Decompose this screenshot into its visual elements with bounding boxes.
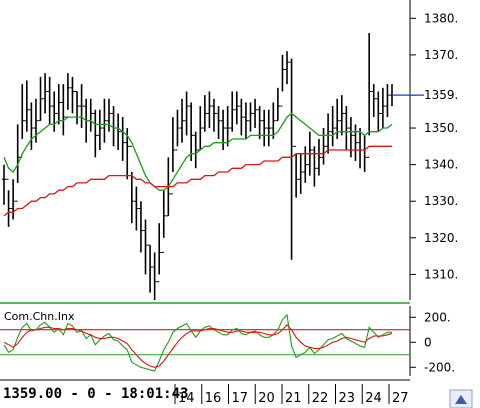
status-readout: 1359.00 - 0 - 18:01:43 [3, 386, 188, 402]
date-label: 27 [392, 391, 409, 406]
date-label: 17 [232, 391, 249, 406]
price-tick-label: 1320. [424, 231, 458, 245]
date-label: 21 [285, 391, 302, 406]
ma-slow-line [3, 145, 392, 217]
date-label: 23 [339, 391, 356, 406]
price-tick-label: 1310. [424, 267, 458, 281]
cci-signal-line [3, 323, 393, 368]
indicator-title: Com.Chn.Inx [4, 310, 75, 323]
price-tick-label: 1359. [424, 88, 458, 102]
indicator-tick-label: 200. [424, 310, 451, 324]
date-label: 24 [365, 391, 382, 406]
date-labels: 14 16 17 20 21 22 23 24 27 [174, 384, 409, 406]
indicator-tick-label: 0 [424, 335, 432, 349]
date-label: 16 [205, 391, 222, 406]
date-label: 22 [312, 391, 329, 406]
price-axis: 1310. 1320. 1330. 1340. 1350. 1359. 1370. 1380.… [410, 11, 458, 281]
indicator-panel: Com.Chn.Inx 200. 0 -200. [0, 306, 455, 376]
date-label: 14 [178, 391, 195, 406]
price-bars [1, 32, 395, 300]
scroll-button-icon[interactable] [449, 389, 473, 408]
price-tick-label: 1380. [424, 11, 458, 25]
price-tick-label: 1340. [424, 158, 458, 172]
price-tick-label: 1330. [424, 194, 458, 208]
cci-line [3, 313, 392, 372]
indicator-axis: 200. 0 -200. [410, 310, 455, 374]
time-axis-bar: 1359.00 - 0 - 18:01:43 14 16 17 20 21 22 23 24 2… [0, 379, 473, 408]
indicator-tick-label: -200. [424, 360, 455, 374]
ma-fast-line [3, 112, 393, 191]
price-tick-label: 1350. [424, 121, 458, 135]
date-label: 20 [258, 391, 275, 406]
price-tick-label: 1370. [424, 48, 458, 62]
price-panel: 1310. 1320. 1330. 1340. 1350. 1359. 1370. 1380.… [1, 0, 458, 300]
